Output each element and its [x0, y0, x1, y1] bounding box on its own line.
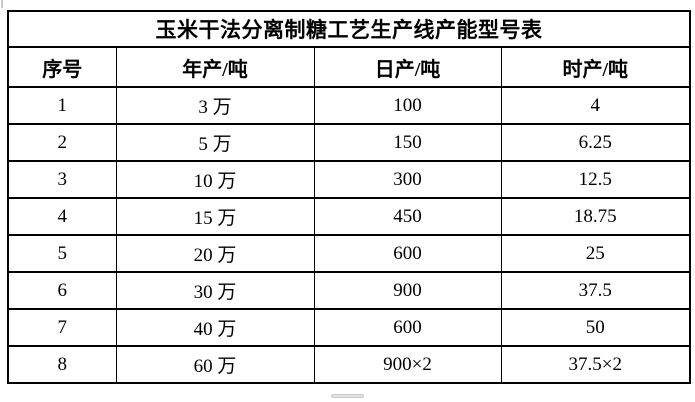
- cell-index: 6: [7, 271, 117, 310]
- cell-daily: 900: [313, 271, 502, 310]
- table-row: 4 15 万 450 18.75: [7, 197, 691, 236]
- table-title: 玉米干法分离制糖工艺生产线产能型号表: [7, 10, 691, 48]
- cell-annual: 10 万: [115, 160, 315, 199]
- table-row: 6 30 万 900 37.5: [7, 271, 691, 310]
- cell-hourly: 4: [500, 86, 691, 125]
- cell-annual: 3 万: [115, 86, 315, 125]
- table-header-row: 序号 年产/吨 日产/吨 时产/吨: [7, 46, 691, 88]
- table-row: 1 3 万 100 4: [7, 86, 691, 125]
- column-header-daily-output: 日产/吨: [313, 46, 502, 88]
- cell-index: 4: [7, 197, 117, 236]
- cell-annual: 30 万: [115, 271, 315, 310]
- cell-daily: 300: [313, 160, 502, 199]
- cell-index: 8: [7, 345, 117, 384]
- cell-hourly: 25: [500, 234, 691, 273]
- table-row: 2 5 万 150 6.25: [7, 123, 691, 162]
- cell-daily: 600: [313, 308, 502, 347]
- table-row: 5 20 万 600 25: [7, 234, 691, 273]
- cell-annual: 60 万: [115, 345, 315, 384]
- table-title-row: 玉米干法分离制糖工艺生产线产能型号表: [7, 10, 691, 48]
- cell-index: 1: [7, 86, 117, 125]
- cell-annual: 5 万: [115, 123, 315, 162]
- cell-hourly: 50: [500, 308, 691, 347]
- cell-annual: 20 万: [115, 234, 315, 273]
- cell-index: 7: [7, 308, 117, 347]
- cell-hourly: 12.5: [500, 160, 691, 199]
- cell-hourly: 6.25: [500, 123, 691, 162]
- cell-daily: 450: [313, 197, 502, 236]
- cell-index: 3: [7, 160, 117, 199]
- column-header-annual-output: 年产/吨: [115, 46, 315, 88]
- column-header-index: 序号: [7, 46, 117, 88]
- cell-annual: 15 万: [115, 197, 315, 236]
- table-row: 7 40 万 600 50: [7, 308, 691, 347]
- cell-annual: 40 万: [115, 308, 315, 347]
- cell-index: 2: [7, 123, 117, 162]
- cell-daily: 900×2: [313, 345, 502, 384]
- table-row: 3 10 万 300 12.5: [7, 160, 691, 199]
- cell-hourly: 18.75: [500, 197, 691, 236]
- cell-index: 5: [7, 234, 117, 273]
- text-cursor-artifact: [1, 0, 3, 8]
- cell-daily: 150: [313, 123, 502, 162]
- capacity-table: 玉米干法分离制糖工艺生产线产能型号表 序号 年产/吨 日产/吨 时产/吨 1 3…: [7, 10, 691, 384]
- table-row: 8 60 万 900×2 37.5×2: [7, 345, 691, 384]
- cell-daily: 600: [313, 234, 502, 273]
- cell-daily: 100: [313, 86, 502, 125]
- resize-handle[interactable]: [331, 394, 364, 398]
- column-header-hourly-output: 时产/吨: [500, 46, 691, 88]
- cell-hourly: 37.5: [500, 271, 691, 310]
- cell-hourly: 37.5×2: [500, 345, 691, 384]
